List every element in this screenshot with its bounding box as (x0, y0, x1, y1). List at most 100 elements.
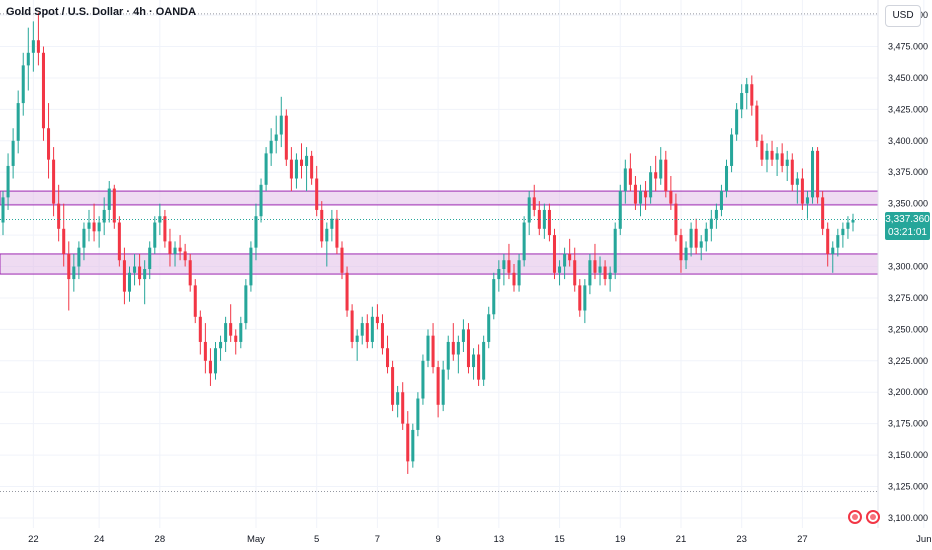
zone-rect (0, 253, 879, 275)
candle-body (305, 155, 309, 166)
candle-body (851, 220, 855, 223)
price-axis[interactable]: 3,100.000 3,125.000 3,150.000 3,175.000 3,20… (888, 10, 928, 523)
price-tick-label: 3,350.000 (888, 199, 928, 209)
price-tick-label: 3,300.000 (888, 262, 928, 272)
candle-body (517, 260, 521, 286)
time-tick-label: 22 (28, 534, 39, 545)
candle-body (456, 341, 460, 355)
candle-body (805, 197, 809, 204)
candle-body (203, 341, 207, 361)
symbol-title: Gold Spot / U.S. Dollar · 4h · OANDA (6, 6, 197, 18)
bar-countdown: 03:21:01 (888, 226, 927, 238)
candle-body (370, 316, 374, 342)
candle-body (259, 184, 263, 217)
candle-body (229, 323, 233, 336)
horizontal-levels (0, 13, 878, 493)
time-axis[interactable]: 222428May579131519212327Jun4610121618202… (28, 534, 932, 545)
candle-body (279, 115, 283, 135)
candle-body (153, 222, 157, 248)
candle-body (588, 260, 592, 286)
candle-body (740, 93, 744, 110)
candle-body (841, 228, 845, 236)
candle-body (755, 105, 759, 141)
candle-body (714, 209, 718, 219)
candle-body (649, 172, 653, 198)
candle-body (386, 348, 390, 368)
candle-body (487, 314, 491, 342)
candle-body (87, 222, 91, 229)
candle-body (431, 335, 435, 368)
candle-body (330, 218, 334, 229)
candle-body (350, 310, 354, 342)
candle-body (41, 52, 45, 129)
candle-body (249, 247, 253, 286)
candle-body (401, 392, 405, 424)
candle-body (365, 323, 369, 342)
time-tick-label: 27 (797, 534, 808, 545)
candle-body (795, 178, 799, 185)
candle-body (608, 272, 612, 280)
candle-body (213, 348, 218, 374)
candle-body (537, 209, 541, 229)
candle-body (507, 260, 511, 273)
candle-body (168, 241, 172, 254)
candle-body (82, 228, 86, 248)
candle-body (254, 216, 258, 248)
price-tick-label: 3,250.000 (888, 324, 928, 334)
candle-body (745, 84, 749, 94)
candle-body (355, 335, 359, 342)
candle-body (730, 134, 734, 166)
candle-body (522, 222, 526, 261)
candle-body (416, 398, 420, 430)
candle-body (477, 354, 481, 380)
candle-body (107, 188, 111, 210)
candle-body (563, 253, 567, 267)
candle-body (618, 191, 622, 229)
price-tick-label: 3,125.000 (888, 482, 928, 492)
candle-body (568, 253, 572, 261)
candle-body (62, 228, 66, 254)
candle-body (821, 197, 825, 229)
candle-body (52, 159, 56, 204)
candle-body (143, 269, 147, 280)
candle-body (436, 367, 440, 405)
candle-body (451, 341, 455, 355)
candle-body (735, 109, 739, 135)
price-tick-label: 3,400.000 (888, 136, 928, 146)
candle-body (320, 209, 324, 242)
candle-body (593, 260, 597, 273)
us-flag-event-icon[interactable] (866, 510, 880, 524)
candle-body (188, 260, 192, 286)
candle-body (497, 269, 501, 280)
price-tick-label: 3,150.000 (888, 450, 928, 460)
candle-body (219, 341, 223, 349)
candle-body (198, 316, 202, 342)
candle-body (654, 172, 658, 179)
candle-body (117, 222, 121, 261)
candle-body (659, 159, 663, 179)
price-tick-label: 3,275.000 (888, 293, 928, 303)
candle-body (97, 222, 101, 232)
candle-body (644, 191, 648, 198)
candle-body (133, 266, 137, 273)
candle-body (138, 266, 142, 280)
candle-body (633, 184, 637, 204)
candle-body (325, 228, 329, 242)
candle-body (502, 260, 506, 270)
candle-body (446, 341, 450, 370)
candle-body (603, 266, 607, 280)
candle-body (623, 168, 627, 192)
candle-body (765, 150, 769, 160)
price-tick-label: 3,375.000 (888, 167, 928, 177)
candle-body (836, 235, 840, 248)
candle-body (274, 134, 278, 141)
us-flag-event-icon[interactable] (848, 510, 862, 524)
candle-body (375, 316, 379, 324)
currency-button[interactable]: USD (885, 5, 921, 27)
time-tick-label: 23 (736, 534, 747, 545)
zone-rect (0, 190, 879, 206)
candle-body (112, 188, 116, 223)
price-tick-label: 3,175.000 (888, 419, 928, 429)
